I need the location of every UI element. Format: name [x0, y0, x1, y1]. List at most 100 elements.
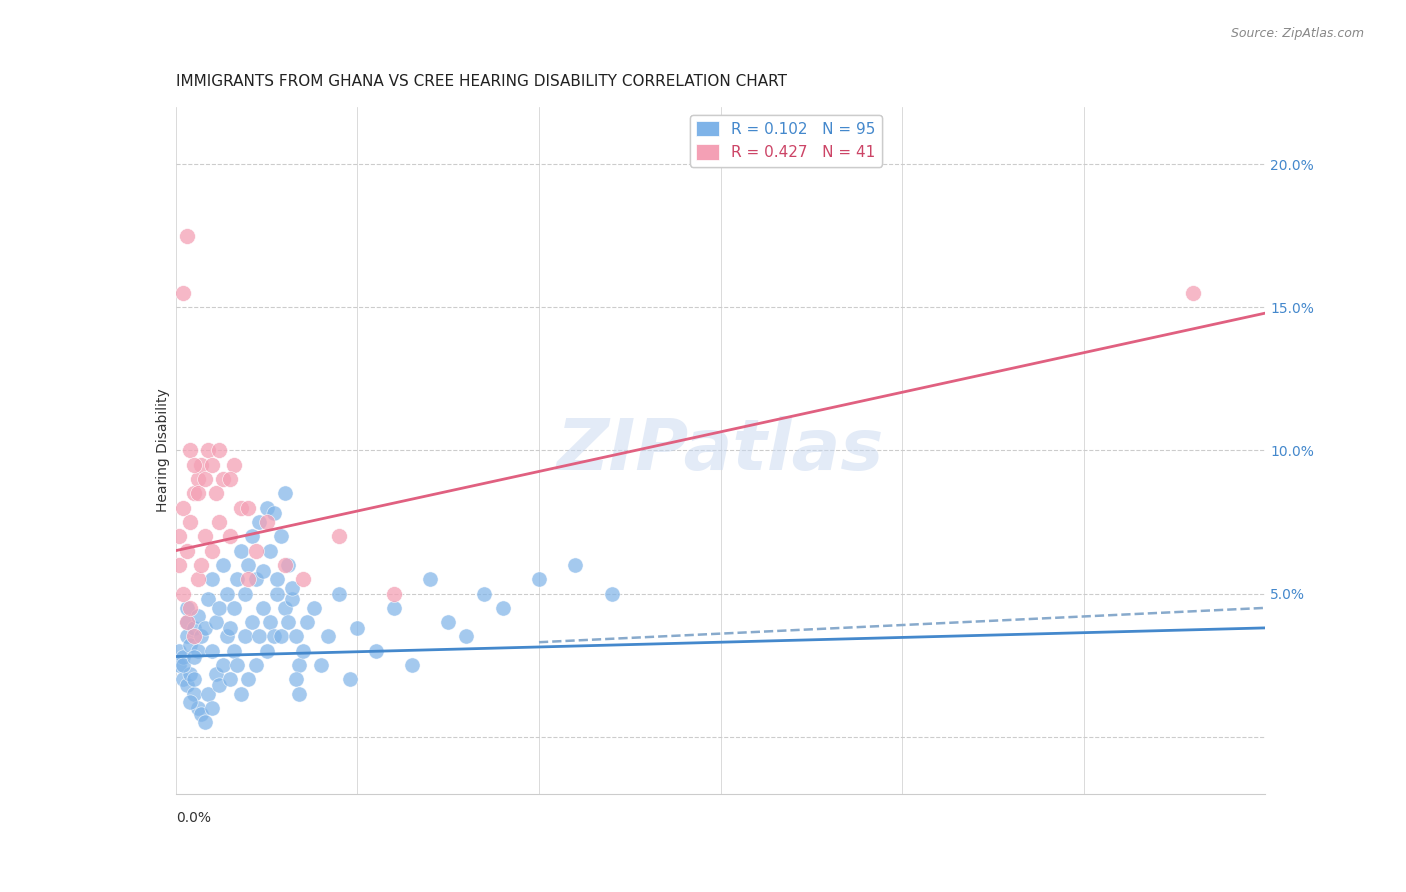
Point [266, 572, 288, 586]
Point [274, 558, 297, 572]
Point [186, 486, 209, 500]
Point [215, 586, 238, 600]
Text: Source: ZipAtlas.com: Source: ZipAtlas.com [1230, 27, 1364, 40]
Point [201, 644, 224, 658]
Point [281, 581, 304, 595]
Point [197, 592, 219, 607]
Point [204, 486, 226, 500]
Point [169, 658, 191, 673]
Point [259, 615, 281, 630]
Point [172, 658, 194, 673]
Point [1181, 286, 1204, 301]
Point [346, 621, 368, 635]
Point [201, 458, 224, 472]
Point [245, 572, 267, 586]
Point [240, 529, 263, 543]
Point [302, 600, 325, 615]
Point [245, 658, 267, 673]
Point [339, 673, 361, 687]
Point [201, 572, 224, 586]
Point [186, 572, 209, 586]
Point [197, 443, 219, 458]
Point [183, 630, 205, 644]
Point [176, 228, 198, 243]
Point [172, 673, 194, 687]
Point [259, 543, 281, 558]
Point [256, 644, 278, 658]
Text: IMMIGRANTS FROM GHANA VS CREE HEARING DISABILITY CORRELATION CHART: IMMIGRANTS FROM GHANA VS CREE HEARING DI… [176, 74, 787, 89]
Point [183, 687, 205, 701]
Point [295, 615, 318, 630]
Point [231, 500, 253, 515]
Point [172, 500, 194, 515]
Point [212, 472, 235, 486]
Point [240, 615, 263, 630]
Point [172, 586, 194, 600]
Point [183, 673, 205, 687]
Point [245, 543, 267, 558]
Point [252, 564, 274, 578]
Point [256, 500, 278, 515]
Point [226, 572, 249, 586]
Point [219, 673, 242, 687]
Point [186, 644, 209, 658]
Point [288, 687, 311, 701]
Point [233, 630, 256, 644]
Point [382, 600, 405, 615]
Point [176, 600, 198, 615]
Point [172, 649, 194, 664]
Point [212, 658, 235, 673]
Point [194, 472, 217, 486]
Point [179, 600, 201, 615]
Point [219, 529, 242, 543]
Point [222, 600, 245, 615]
Point [222, 458, 245, 472]
Point [474, 586, 496, 600]
Point [186, 701, 209, 715]
Point [219, 472, 242, 486]
Point [169, 558, 191, 572]
Point [172, 286, 194, 301]
Point [226, 658, 249, 673]
Point [208, 600, 231, 615]
Point [208, 443, 231, 458]
Point [247, 630, 270, 644]
Point [233, 586, 256, 600]
Point [186, 472, 209, 486]
Point [270, 529, 292, 543]
Point [277, 558, 299, 572]
Point [527, 572, 550, 586]
Point [194, 715, 217, 730]
Point [456, 630, 478, 644]
Point [169, 644, 191, 658]
Point [183, 486, 205, 500]
Point [284, 630, 307, 644]
Point [419, 572, 441, 586]
Point [328, 586, 350, 600]
Point [288, 658, 311, 673]
Point [183, 621, 205, 635]
Point [176, 630, 198, 644]
Point [564, 558, 586, 572]
Point [201, 701, 224, 715]
Point [401, 658, 423, 673]
Point [231, 687, 253, 701]
Point [179, 638, 201, 652]
Point [600, 586, 623, 600]
Point [194, 621, 217, 635]
Point [190, 458, 212, 472]
Point [219, 621, 242, 635]
Point [190, 630, 212, 644]
Point [238, 500, 260, 515]
Point [277, 615, 299, 630]
Text: 0.0%: 0.0% [176, 811, 211, 825]
Point [291, 644, 314, 658]
Point [179, 515, 201, 529]
Point [204, 615, 226, 630]
Point [284, 673, 307, 687]
Point [318, 630, 340, 644]
Point [263, 630, 285, 644]
Point [263, 507, 285, 521]
Y-axis label: Hearing Disability: Hearing Disability [156, 389, 170, 512]
Point [382, 586, 405, 600]
